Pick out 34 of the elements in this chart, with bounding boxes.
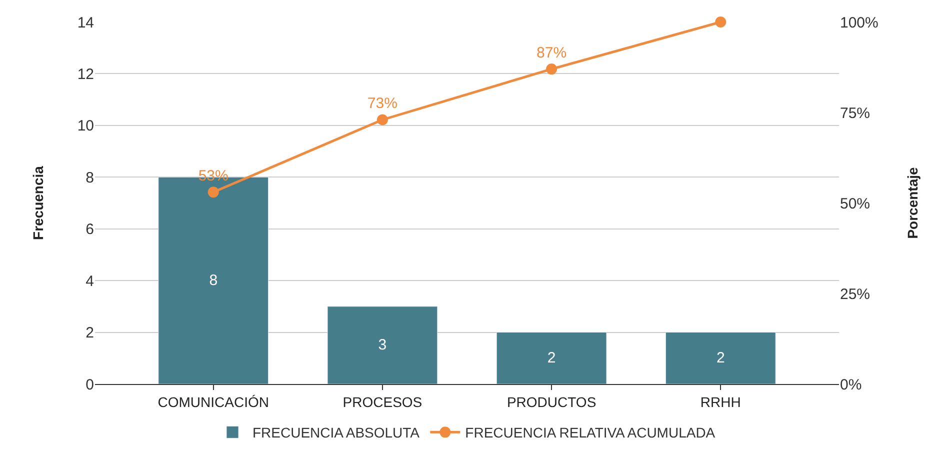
x-tick-label: COMUNICACIÓN [158,394,269,410]
y-tick-label: 0 [86,376,94,394]
point [208,186,219,198]
data-label: 8 [209,272,218,290]
x-tick-label: PRODUCTOS [506,394,596,410]
point [546,64,558,75]
data-label: 73% [367,95,398,112]
y2-axis-title: Porcentaje [904,166,921,239]
legend-label: FRECUENCIA RELATIVA ACUMULADA [465,424,716,441]
point [715,16,726,28]
point [376,114,388,126]
data-label: 2 [547,350,556,367]
bar [327,306,438,384]
y2-tick-label: 100% [840,14,878,32]
y-tick-label: 8 [86,169,94,186]
y-tick-label: 4 [86,272,94,290]
bar [665,332,776,384]
bar [496,332,607,384]
y2-tick-label: 0% [840,376,862,394]
y-tick-label: 6 [86,221,94,238]
y-axis-title: Frecuencia [30,166,46,240]
y-tick-label: 2 [86,324,94,342]
x-tick-label: PROCESOS [342,394,422,410]
data-label: 2 [716,350,725,367]
legend-label: FRECUENCIA ABSOLUTA [252,424,420,441]
y2-tick-label: 50% [840,195,870,212]
data-label: 3 [378,336,387,354]
x-tick-label: RRHH [700,394,741,410]
data-label: 87% [536,44,567,62]
y2-tick-label: 25% [840,286,870,303]
y2-tick-label: 75% [840,104,870,122]
y-tick-label: 14 [77,14,94,32]
y-tick-label: 12 [77,66,94,83]
y-tick-label: 10 [77,118,94,135]
